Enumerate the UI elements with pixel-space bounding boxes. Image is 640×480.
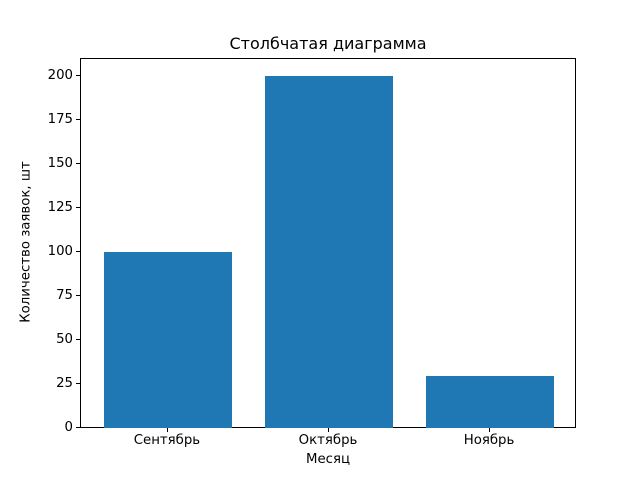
y-tick-label: 200 — [47, 67, 73, 83]
x-tick-mark — [328, 427, 329, 432]
bar-2 — [425, 375, 555, 429]
x-tick-mark — [166, 427, 168, 432]
y-tick-mark — [76, 382, 80, 384]
x-tick-label: Сентябрь — [133, 433, 201, 448]
x-axis-label: Месяц — [305, 452, 350, 467]
chart-title: Столбчатая диаграмма — [229, 34, 427, 53]
y-tick-mark — [76, 427, 80, 428]
bar-1 — [264, 76, 394, 429]
x-tick-label: Ноябрь — [463, 433, 515, 448]
y-tick-label: 125 — [47, 199, 73, 215]
y-tick-label: 100 — [47, 243, 73, 259]
y-tick-mark — [76, 250, 80, 252]
y-tick-mark — [76, 338, 80, 340]
y-tick-label: 150 — [47, 155, 73, 171]
y-tick-label: 25 — [56, 375, 73, 391]
y-tick-mark — [76, 294, 80, 296]
y-tick-mark — [76, 74, 80, 76]
x-tick-mark — [489, 427, 491, 432]
y-tick-label: 50 — [56, 331, 73, 347]
y-tick-mark — [76, 206, 80, 208]
x-tick-label: Октябрь — [298, 433, 358, 448]
y-tick-label: 75 — [56, 287, 73, 303]
plot-area — [80, 57, 576, 429]
y-tick-label: 175 — [47, 111, 73, 127]
y-tick-mark — [76, 118, 80, 120]
bar-0 — [103, 252, 233, 429]
y-tick-mark — [76, 162, 80, 164]
y-tick-label: 0 — [64, 420, 73, 435]
